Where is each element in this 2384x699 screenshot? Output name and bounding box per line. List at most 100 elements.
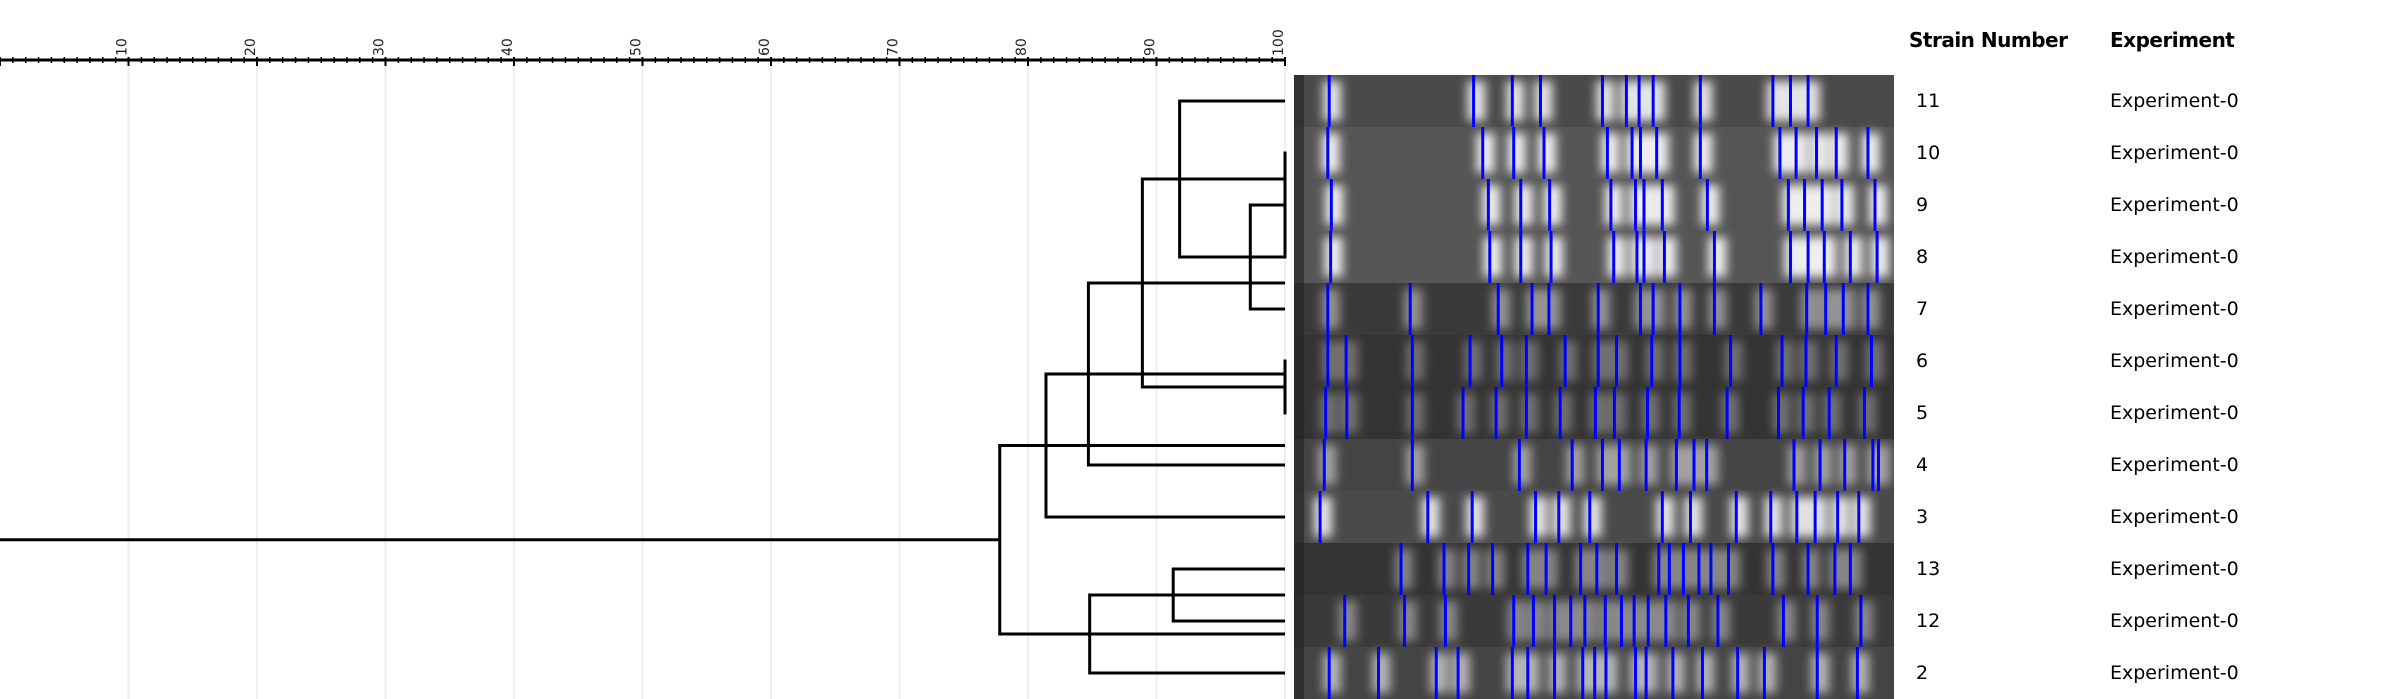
band-marker: [1650, 335, 1654, 387]
band-glow: [1790, 133, 1809, 173]
gel-image: [1294, 75, 1894, 699]
band-marker: [1803, 179, 1807, 231]
band-glow: [1613, 445, 1632, 485]
band-marker: [1804, 335, 1808, 387]
band-marker: [1519, 179, 1523, 231]
band-glow: [1823, 393, 1842, 433]
band-marker: [1781, 595, 1785, 647]
band-marker: [1408, 283, 1412, 335]
band-marker: [1410, 335, 1414, 387]
band-marker: [1777, 387, 1781, 439]
band-marker: [1488, 231, 1492, 283]
band-marker: [1442, 543, 1446, 595]
band-marker: [1677, 387, 1681, 439]
band-glow: [1764, 497, 1783, 537]
band-marker: [1674, 439, 1678, 491]
band-marker: [1470, 491, 1474, 543]
band-marker: [1318, 491, 1322, 543]
band-glow: [1589, 393, 1608, 433]
band-marker: [1778, 127, 1782, 179]
band-marker: [1875, 231, 1879, 283]
band-glow: [1790, 497, 1809, 537]
band-marker: [1820, 179, 1824, 231]
band-marker: [1644, 439, 1648, 491]
band-glow: [1777, 601, 1796, 641]
band-marker: [1833, 543, 1837, 595]
header-experiment: Experiment: [2110, 28, 2235, 52]
band-glow: [1861, 133, 1880, 173]
band-glow: [1816, 185, 1835, 225]
band-marker: [1593, 647, 1597, 699]
gel-lane: [1294, 543, 1894, 595]
band-marker: [1634, 179, 1638, 231]
band-marker: [1605, 127, 1609, 179]
band-marker: [1461, 387, 1465, 439]
band-glow: [1495, 341, 1514, 381]
experiment-name: Experiment-0: [2110, 142, 2239, 164]
band-glow: [1319, 393, 1338, 433]
band-marker: [1579, 543, 1583, 595]
band-marker: [1557, 491, 1561, 543]
band-glow: [1514, 185, 1533, 225]
band-glow: [1656, 185, 1675, 225]
band-glow: [1466, 497, 1485, 537]
band-glow: [1338, 601, 1357, 641]
band-marker: [1698, 75, 1702, 127]
band-glow: [1457, 393, 1476, 433]
strain-number: 3: [1916, 506, 1929, 528]
experiment-name: Experiment-0: [2110, 506, 2239, 528]
band-glow: [1483, 237, 1502, 277]
band-marker: [1410, 439, 1414, 491]
band-marker: [1496, 283, 1500, 335]
band-marker: [1806, 543, 1810, 595]
band-glow: [1854, 601, 1873, 641]
band-glow: [1730, 497, 1749, 537]
band-marker: [1671, 647, 1675, 699]
tick-label: 60: [757, 38, 773, 56]
band-marker: [1801, 387, 1805, 439]
tick-label: 80: [1014, 38, 1030, 56]
band-glow: [1852, 497, 1871, 537]
band-marker: [1859, 595, 1863, 647]
band-marker: [1547, 283, 1551, 335]
band-marker: [1600, 75, 1604, 127]
band-glow: [1659, 601, 1678, 641]
band-marker: [1553, 647, 1557, 699]
band-marker: [1603, 595, 1607, 647]
band-marker: [1553, 595, 1557, 647]
band-glow: [1486, 549, 1505, 589]
band-glow: [1684, 497, 1703, 537]
gel-lane: [1294, 127, 1894, 179]
band-marker: [1681, 543, 1685, 595]
band-glow: [1323, 81, 1342, 121]
band-glow: [1372, 653, 1391, 693]
band-marker: [1729, 335, 1733, 387]
band-glow: [1406, 341, 1425, 381]
band-marker: [1456, 647, 1460, 699]
band-glow: [1797, 393, 1816, 433]
band-glow: [1552, 497, 1571, 537]
band-marker: [1481, 127, 1485, 179]
tick-label: 70: [886, 38, 902, 56]
experiment-name: Experiment-0: [2110, 454, 2239, 476]
band-marker: [1848, 231, 1852, 283]
band-glow: [1694, 133, 1713, 173]
band-glow: [1599, 653, 1618, 693]
gel-lane: [1294, 595, 1894, 647]
experiment-name: Experiment-0: [2110, 298, 2239, 320]
band-glow: [1318, 445, 1337, 485]
band-glow: [1802, 549, 1821, 589]
band-glow: [1599, 601, 1618, 641]
band-marker: [1655, 127, 1659, 179]
band-glow: [1814, 445, 1833, 485]
band-glow: [1766, 81, 1785, 121]
band-glow: [1819, 289, 1838, 329]
band-marker: [1326, 283, 1330, 335]
band-glow: [1608, 393, 1627, 433]
band-marker: [1558, 387, 1562, 439]
band-glow: [1700, 445, 1719, 485]
band-marker: [1570, 439, 1574, 491]
band-glow: [1800, 289, 1819, 329]
band-marker: [1642, 231, 1646, 283]
band-glow: [1647, 81, 1666, 121]
